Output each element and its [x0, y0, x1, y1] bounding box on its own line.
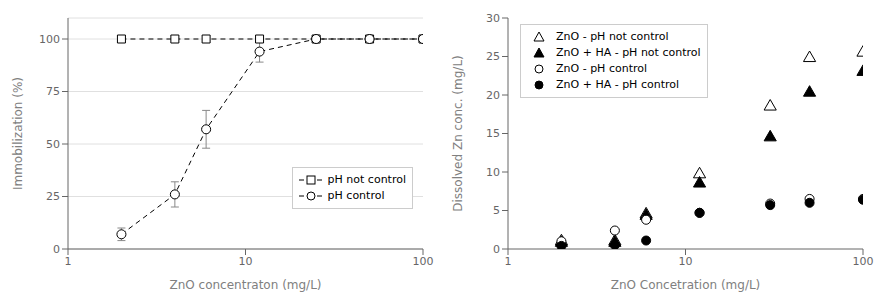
html-text:ZnO + HA - pH not control: ZnO + HA - pH not control: [556, 46, 701, 59]
svg-text:10: 10: [239, 255, 253, 268]
svg-text:ZnO concentraton (mg/L): ZnO concentraton (mg/L): [169, 278, 321, 292]
svg-text:10: 10: [486, 166, 500, 179]
svg-text:10: 10: [679, 255, 693, 268]
html-text:pH control: pH control: [327, 189, 385, 202]
html-text:ZnO - pH control: ZnO - pH control: [556, 62, 647, 75]
svg-text:5: 5: [493, 204, 500, 217]
svg-text:50: 50: [46, 138, 60, 151]
svg-text:25: 25: [46, 190, 60, 203]
svg-text:75: 75: [46, 85, 60, 98]
svg-text:Dissolved Zn conc. (mg/L): Dissolved Zn conc. (mg/L): [451, 55, 465, 211]
svg-text:15: 15: [486, 127, 500, 140]
svg-text:1: 1: [505, 255, 512, 268]
svg-text:1: 1: [65, 255, 72, 268]
svg-text:100: 100: [39, 33, 60, 46]
svg-text:100: 100: [413, 255, 434, 268]
svg-text:Immobilization (%): Immobilization (%): [11, 77, 25, 190]
html-text:ZnO - pH not control: ZnO - pH not control: [556, 30, 669, 43]
html-text:ZnO + HA - pH control: ZnO + HA - pH control: [556, 78, 679, 91]
svg-text:0: 0: [493, 243, 500, 256]
svg-text:100: 100: [853, 255, 874, 268]
svg-text:30: 30: [486, 12, 500, 25]
svg-text:0: 0: [53, 243, 60, 256]
svg-text:25: 25: [486, 50, 500, 63]
html-text:pH not control: pH not control: [327, 173, 406, 186]
svg-text:20: 20: [486, 89, 500, 102]
svg-text:ZnO Concetration (mg/L): ZnO Concetration (mg/L): [611, 278, 761, 292]
